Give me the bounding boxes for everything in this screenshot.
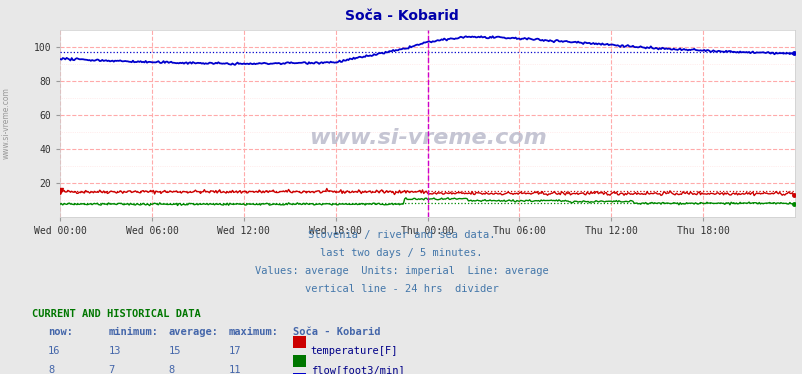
Text: www.si-vreme.com: www.si-vreme.com [308,128,546,148]
Text: average:: average: [168,327,218,337]
Text: Soča - Kobarid: Soča - Kobarid [344,9,458,23]
Text: Soča - Kobarid: Soča - Kobarid [293,327,380,337]
Text: Values: average  Units: imperial  Line: average: Values: average Units: imperial Line: av… [254,266,548,276]
Text: last two days / 5 minutes.: last two days / 5 minutes. [320,248,482,258]
Text: 7: 7 [108,365,115,374]
Text: 16: 16 [48,346,61,356]
Text: 13: 13 [108,346,121,356]
Text: 11: 11 [229,365,241,374]
Text: flow[foot3/min]: flow[foot3/min] [310,365,404,374]
Text: temperature[F]: temperature[F] [310,346,398,356]
Text: CURRENT AND HISTORICAL DATA: CURRENT AND HISTORICAL DATA [32,309,200,319]
Text: now:: now: [48,327,73,337]
Text: 8: 8 [48,365,55,374]
Text: 17: 17 [229,346,241,356]
Text: maximum:: maximum: [229,327,278,337]
Text: vertical line - 24 hrs  divider: vertical line - 24 hrs divider [304,284,498,294]
Text: Slovenia / river and sea data.: Slovenia / river and sea data. [307,230,495,240]
Text: 15: 15 [168,346,181,356]
Text: 8: 8 [168,365,175,374]
Text: www.si-vreme.com: www.si-vreme.com [2,88,11,159]
Text: minimum:: minimum: [108,327,158,337]
